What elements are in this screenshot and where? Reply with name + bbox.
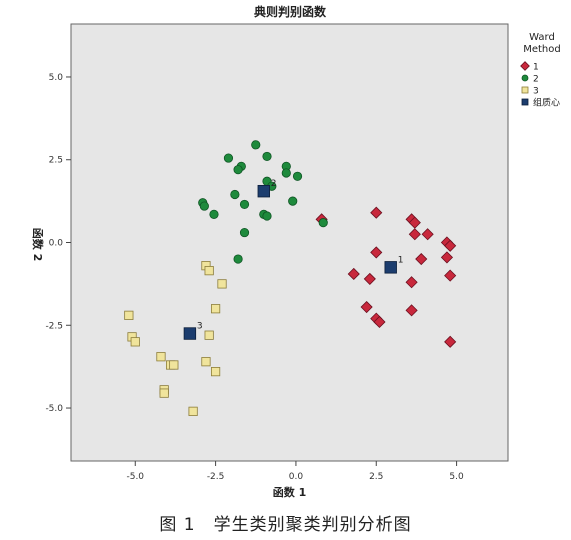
centroid-label: 3	[197, 322, 203, 332]
plot-area	[70, 23, 509, 462]
legend-marker	[521, 98, 529, 106]
cluster-2-point	[239, 199, 250, 210]
cluster-1-point	[421, 228, 434, 241]
cluster-2-point	[292, 171, 303, 181]
centroid-label: 2	[271, 179, 277, 189]
cluster-3-point	[204, 330, 214, 340]
group-centroid-marker	[257, 184, 270, 198]
cluster-1-point	[444, 335, 457, 348]
cluster-2-point	[281, 168, 291, 178]
cluster-3-point	[201, 357, 211, 367]
x-axis-label: 函数 1	[273, 485, 306, 499]
cluster-2-point	[239, 227, 250, 238]
cluster-2-point	[199, 201, 209, 211]
cluster-1-point	[360, 300, 373, 314]
cluster-2-point	[209, 209, 219, 219]
cluster-3-point	[210, 304, 221, 314]
cluster-3-point	[217, 279, 227, 289]
axes: -5.0 -2.5 0.0 2.5 5.0 -5.0 -2.5 0.0 2.5 5.0	[45, 73, 464, 482]
x-tick-label: -5.0	[126, 472, 144, 482]
legend-entry-label: 1	[533, 63, 539, 73]
cluster-2-point	[262, 211, 272, 221]
cluster-1-point	[373, 315, 386, 329]
cluster-2-point	[318, 218, 328, 228]
centroid-label: 1	[398, 255, 404, 265]
cluster-1-point	[370, 206, 383, 219]
legend-title-method: Method	[523, 44, 561, 55]
cluster-2-point	[288, 196, 298, 206]
x-tick-label: -2.5	[207, 472, 225, 482]
legend-marker	[521, 86, 529, 94]
cluster-1-point	[347, 267, 360, 281]
y-tick-label: -2.5	[45, 321, 63, 331]
y-axis-label: 函数 2	[31, 228, 45, 261]
cluster-3-point	[188, 406, 198, 416]
cluster-3-point	[130, 337, 140, 347]
data-points: 1 2 3	[124, 140, 457, 416]
y-tick-label: 0.0	[49, 239, 64, 249]
legend-title-ward: Ward	[529, 32, 555, 43]
cluster-1-point	[415, 252, 428, 266]
cluster-3-point	[156, 352, 166, 362]
cluster-3-point	[124, 310, 134, 320]
cluster-3-point	[159, 388, 169, 398]
legend-entry-label: 2	[533, 75, 539, 85]
legend-marker	[521, 74, 529, 82]
group-centroid-marker	[183, 327, 197, 340]
cluster-1-point	[405, 276, 418, 289]
legend-entry-label: 组质心	[533, 97, 560, 109]
y-tick-label: 5.0	[49, 73, 64, 83]
cluster-3-point	[210, 367, 221, 377]
y-tick-label: 2.5	[49, 156, 63, 166]
group-centroid-marker	[384, 261, 397, 274]
cluster-2-point	[251, 140, 261, 150]
cluster-1-point	[408, 216, 421, 229]
cluster-1-point	[370, 246, 383, 259]
cluster-1-point	[363, 272, 376, 285]
cluster-1-point	[405, 304, 418, 317]
x-tick-label: 0.0	[289, 472, 304, 482]
cluster-1-point	[440, 251, 454, 264]
cluster-2-point	[262, 151, 272, 162]
y-tick-label: -5.0	[45, 404, 63, 414]
cluster-3-point	[204, 266, 214, 276]
cluster-2-point	[223, 153, 234, 163]
cluster-1-point	[444, 239, 457, 252]
figure-caption: 图 1 学生类别聚类判别分析图	[159, 515, 412, 535]
cluster-1-point	[444, 269, 457, 282]
legend-entry-label: 3	[533, 87, 539, 97]
cluster-2-point	[233, 254, 243, 264]
x-tick-label: 5.0	[449, 472, 464, 482]
cluster-3-point	[169, 360, 179, 370]
cluster-1-point	[408, 228, 421, 241]
x-tick-label: 2.5	[369, 472, 383, 482]
legend-marker	[520, 61, 530, 71]
cluster-2-point	[233, 165, 243, 175]
chart-title: 典则判别函数	[254, 4, 327, 19]
cluster-2-point	[230, 189, 240, 200]
